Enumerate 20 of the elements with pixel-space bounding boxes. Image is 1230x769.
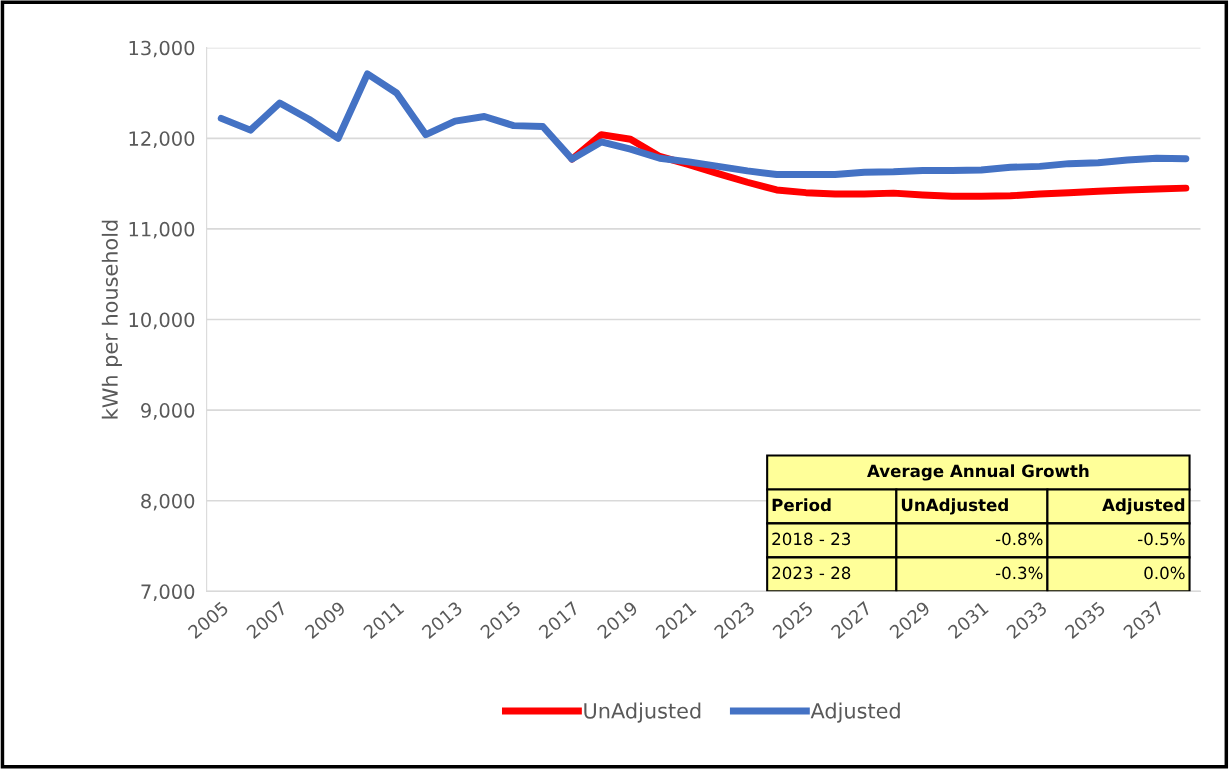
annotation: 2018 - 23 [772, 532, 851, 546]
annotation: -0.8% [995, 532, 1043, 546]
annotation: UnAdjusted [901, 498, 1008, 515]
y-tick-label: 11,000 [129, 221, 195, 239]
annotation: 0.0% [1144, 566, 1185, 580]
y-tick-label: 13,000 [129, 40, 195, 58]
legend-label: Adjusted [810, 702, 900, 723]
annotation: Period [772, 498, 831, 512]
y-tick-label: 10,000 [129, 312, 195, 330]
legend-label: UnAdjusted [584, 702, 701, 723]
annotation: Average Annual Growth [867, 464, 1089, 481]
annotation: 2023 - 28 [772, 566, 851, 580]
y-tick-label: 8,000 [141, 493, 195, 511]
y-tick-label: 7,000 [141, 584, 195, 602]
annotation: -0.5% [1138, 532, 1185, 546]
annotation: -0.3% [995, 566, 1043, 580]
annotation: Adjusted [1102, 498, 1185, 515]
y-tick-label: 12,000 [129, 131, 195, 148]
y-tick-label: 9,000 [141, 403, 195, 420]
y-axis-title: kWh per household [101, 220, 122, 419]
